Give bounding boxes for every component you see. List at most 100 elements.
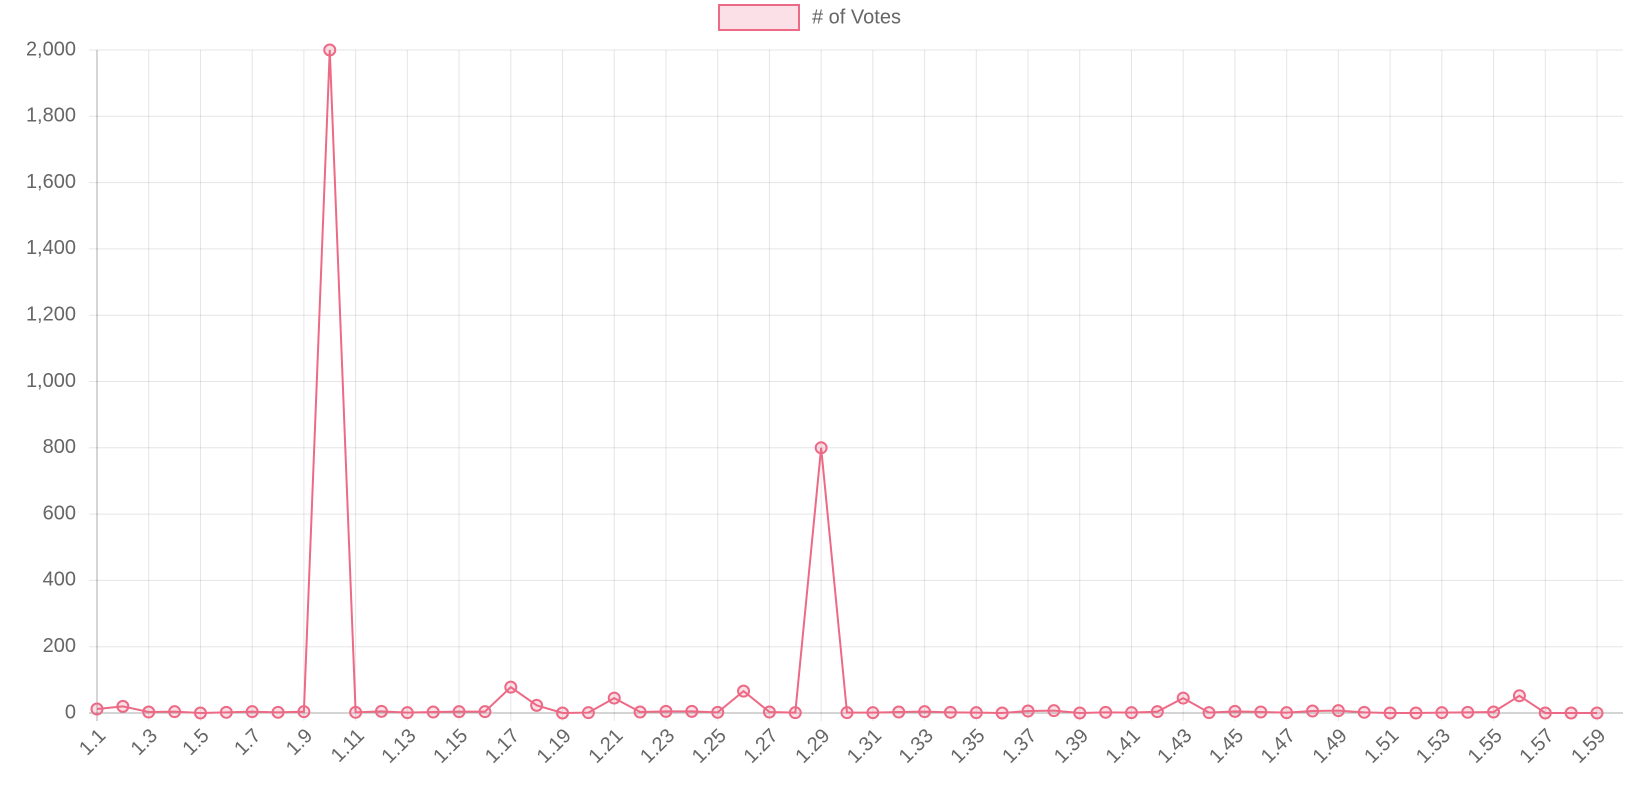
data-point <box>1047 704 1061 718</box>
data-point <box>1461 705 1475 719</box>
data-point <box>866 706 880 720</box>
legend-label: # of Votes <box>812 6 901 28</box>
data-point <box>1073 706 1087 720</box>
data-point <box>245 705 259 719</box>
x-tick-label: 1.17 <box>481 725 524 768</box>
data-point <box>297 705 311 719</box>
y-tick-label: 400 <box>43 569 76 591</box>
data-point <box>1150 705 1164 719</box>
data-point <box>814 441 828 455</box>
x-tick-label: 1.3 <box>127 725 162 760</box>
data-point <box>168 705 182 719</box>
data-point <box>374 704 388 718</box>
data-point <box>1409 706 1423 720</box>
data-point <box>1590 706 1604 720</box>
x-tick-label: 1.9 <box>282 725 317 760</box>
y-tick-label: 1,000 <box>26 370 76 392</box>
data-point <box>1383 706 1397 720</box>
data-point <box>400 706 414 720</box>
x-tick-label: 1.27 <box>740 725 783 768</box>
x-tick-label: 1.11 <box>327 725 369 767</box>
data-point <box>426 705 440 719</box>
x-tick-label: 1.29 <box>791 725 834 768</box>
data-point <box>116 699 130 713</box>
data-point <box>969 706 983 720</box>
x-tick-label: 1.57 <box>1515 725 1558 768</box>
data-point <box>142 705 156 719</box>
x-tick-label: 1.5 <box>178 725 213 760</box>
data-point <box>1202 706 1216 720</box>
data-point <box>219 705 233 719</box>
data-point <box>193 706 207 720</box>
x-tick-label: 1.15 <box>429 725 472 768</box>
data-point <box>1254 705 1268 719</box>
y-tick-label: 1,800 <box>26 105 76 127</box>
x-tick-label: 1.13 <box>378 725 421 768</box>
data-point <box>659 704 673 718</box>
x-tick-label: 1.37 <box>998 725 1041 768</box>
x-tick-label: 1.43 <box>1153 725 1196 768</box>
x-tick-label: 1.19 <box>533 725 576 768</box>
data-point <box>1512 689 1526 703</box>
x-tick-label: 1.31 <box>843 725 886 768</box>
data-point <box>90 702 104 716</box>
y-tick-label: 200 <box>43 635 76 657</box>
data-point <box>478 705 492 719</box>
data-point <box>1331 704 1345 718</box>
x-tick-label: 1.7 <box>230 725 265 760</box>
y-tick-label: 2,000 <box>26 38 76 60</box>
data-point <box>1124 706 1138 720</box>
series-line <box>96 49 1597 715</box>
data-point <box>918 705 932 719</box>
data-point <box>323 43 337 57</box>
legend-swatch <box>718 4 800 31</box>
data-point <box>1176 691 1190 705</box>
y-tick-label: 1,600 <box>26 171 76 193</box>
x-tick-label: 1.39 <box>1050 725 1093 768</box>
data-point <box>711 705 725 719</box>
data-point <box>788 706 802 720</box>
x-tick-label: 1.49 <box>1309 725 1352 768</box>
data-point <box>1487 705 1501 719</box>
data-point <box>1021 704 1035 718</box>
x-tick-label: 1.53 <box>1412 725 1455 768</box>
data-point <box>504 680 518 694</box>
y-tick-label: 1,400 <box>26 237 76 259</box>
data-point <box>1435 706 1449 720</box>
data-point <box>892 705 906 719</box>
x-tick-label: 1.41 <box>1102 725 1145 768</box>
data-point <box>762 705 776 719</box>
data-point <box>1228 704 1242 718</box>
data-point <box>1099 705 1113 719</box>
x-tick-label: 1.55 <box>1464 725 1507 768</box>
data-point <box>633 705 647 719</box>
data-point <box>1564 706 1578 720</box>
x-tick-label: 1.35 <box>946 725 989 768</box>
data-point <box>581 706 595 720</box>
x-tick-label: 1.59 <box>1567 725 1610 768</box>
x-tick-label: 1.25 <box>688 725 731 768</box>
x-tick-label: 1.47 <box>1257 725 1300 768</box>
y-tick-label: 0 <box>65 701 76 723</box>
x-tick-label: 1.45 <box>1205 725 1248 768</box>
data-point <box>1357 705 1371 719</box>
x-tick-label: 1.21 <box>584 725 627 768</box>
y-tick-label: 600 <box>43 502 76 524</box>
data-point <box>995 706 1009 720</box>
data-point <box>943 705 957 719</box>
x-tick-label: 1.51 <box>1360 725 1403 768</box>
data-point <box>607 691 621 705</box>
data-point <box>271 705 285 719</box>
data-point <box>1306 704 1320 718</box>
data-point <box>349 705 363 719</box>
data-point <box>1538 706 1552 720</box>
x-tick-label: 1.33 <box>895 725 938 768</box>
data-point <box>452 705 466 719</box>
x-tick-label: 1.1 <box>75 725 110 760</box>
data-point <box>530 698 544 712</box>
y-tick-label: 800 <box>43 436 76 458</box>
y-tick-label: 1,200 <box>26 303 76 325</box>
data-point <box>556 706 570 720</box>
data-point <box>685 704 699 718</box>
